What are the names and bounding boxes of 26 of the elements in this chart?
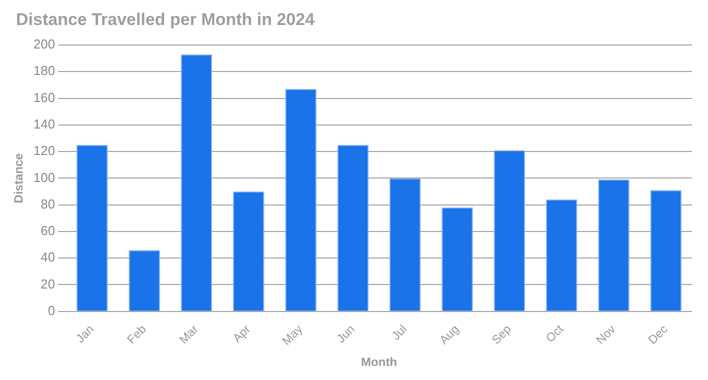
x-axis-title: Month <box>361 355 398 370</box>
y-tick-label: 60 <box>40 223 56 238</box>
y-tick-label: 160 <box>33 90 56 105</box>
x-tick-label: Apr <box>230 322 254 346</box>
x-tick-label: Jun <box>334 322 358 346</box>
x-tick-label: Jul <box>388 322 410 343</box>
y-tick-label: 80 <box>40 196 56 212</box>
y-tick-label: 200 <box>33 36 56 52</box>
chart-title: Distance Travelled per Month in 2024 <box>16 10 315 30</box>
x-tick-label: Feb <box>124 322 150 347</box>
x-tick-label: May <box>279 322 306 348</box>
y-tick-label: 20 <box>40 276 56 292</box>
y-tick-label: 120 <box>33 143 56 158</box>
y-tick-label: 100 <box>33 170 56 185</box>
x-tick-label: Dec <box>645 322 670 348</box>
y-tick-label: 140 <box>33 116 56 132</box>
y-tick-label: 180 <box>33 63 56 78</box>
y-tick-label: 40 <box>40 250 56 265</box>
x-tick-label: Jan <box>73 322 97 346</box>
y-tick-label: 0 <box>48 302 56 318</box>
y-axis-title: Distance <box>12 152 26 204</box>
x-tick-label: Sep <box>488 322 514 348</box>
x-tick-label: Mar <box>176 322 201 347</box>
x-tick-label: Nov <box>593 322 618 348</box>
x-tick-label: Aug <box>436 322 462 348</box>
x-tick-label: Oct <box>542 322 567 346</box>
